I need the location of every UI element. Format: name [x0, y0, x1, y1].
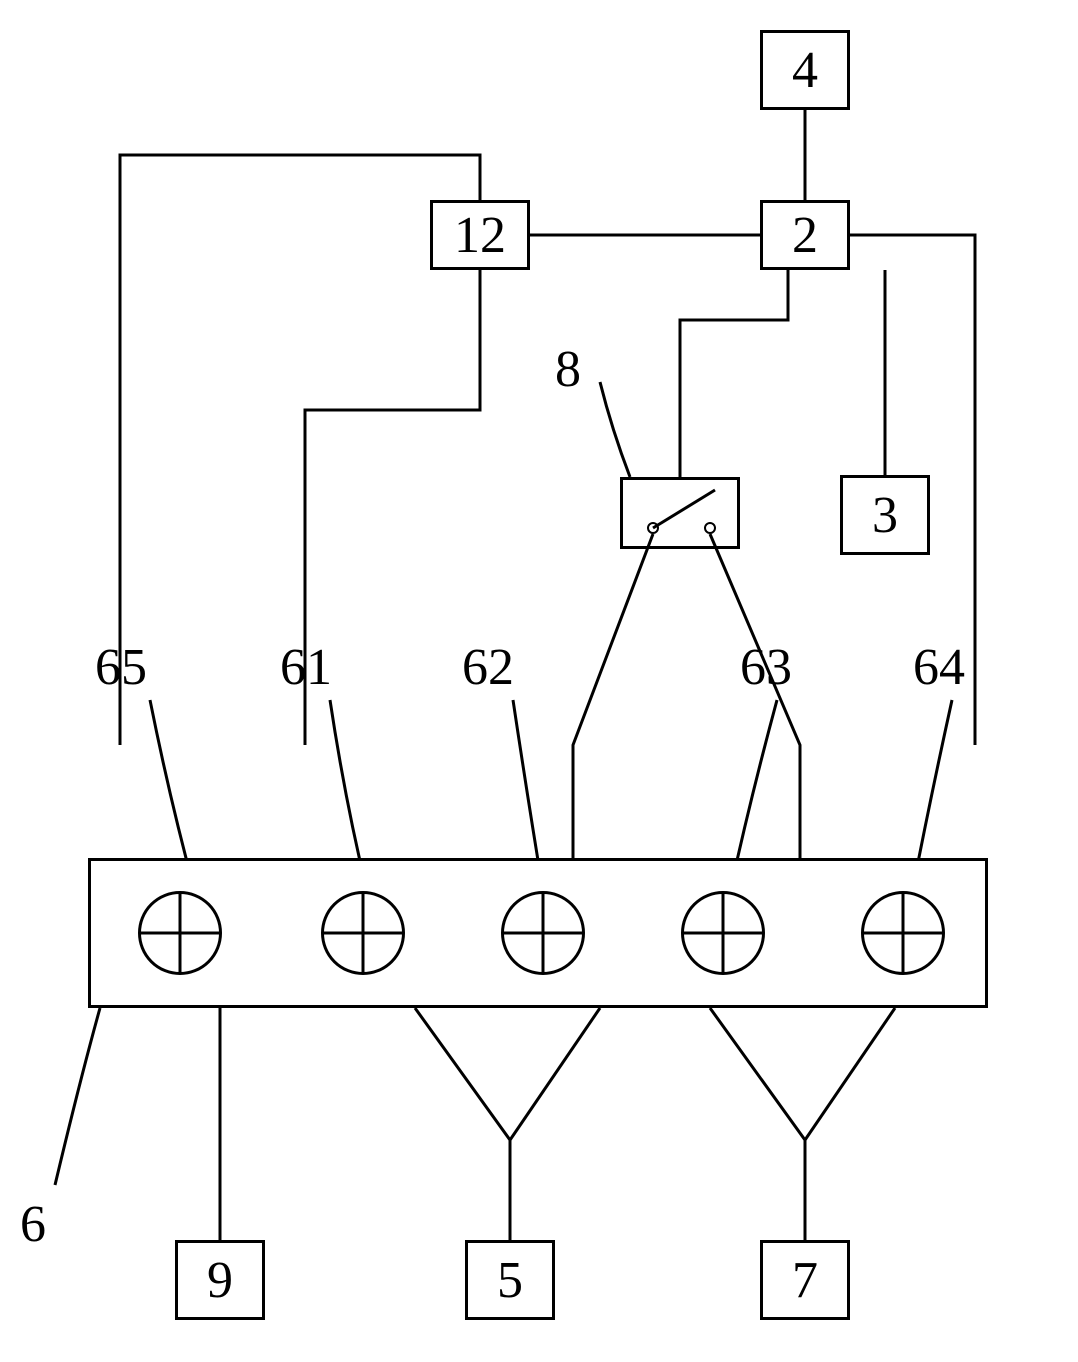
line-bus-to-5-left — [415, 1008, 510, 1240]
line-bus-to-7-left — [710, 1008, 805, 1240]
box-4: 4 — [760, 30, 850, 110]
label-62: 62 — [462, 638, 514, 697]
box-3-label: 3 — [872, 486, 898, 545]
line-bus-to-5-right — [510, 1008, 600, 1140]
label-8: 8 — [555, 340, 581, 399]
label-65: 65 — [95, 638, 147, 697]
box-4-label: 4 — [792, 41, 818, 100]
box-9: 9 — [175, 1240, 265, 1320]
label-63: 63 — [740, 638, 792, 697]
line-switch-to-62 — [573, 534, 653, 858]
label-61: 61 — [280, 638, 332, 697]
leader-6 — [55, 1008, 100, 1185]
box-9-label: 9 — [207, 1251, 233, 1310]
switch-box — [620, 477, 740, 549]
leader-8 — [600, 382, 630, 477]
box-7-label: 7 — [792, 1251, 818, 1310]
node-62 — [501, 891, 585, 975]
box-5: 5 — [465, 1240, 555, 1320]
node-63 — [681, 891, 765, 975]
box-2: 2 — [760, 200, 850, 270]
label-6: 6 — [20, 1195, 46, 1254]
line-bus-to-7-right — [805, 1008, 895, 1140]
box-7: 7 — [760, 1240, 850, 1320]
node-64 — [861, 891, 945, 975]
line-2-to-switch — [680, 270, 788, 477]
label-64: 64 — [913, 638, 965, 697]
box-3: 3 — [840, 475, 930, 555]
node-61 — [321, 891, 405, 975]
box-2-label: 2 — [792, 206, 818, 265]
node-65 — [138, 891, 222, 975]
box-5-label: 5 — [497, 1251, 523, 1310]
box-12: 12 — [430, 200, 530, 270]
box-12-label: 12 — [454, 206, 506, 265]
